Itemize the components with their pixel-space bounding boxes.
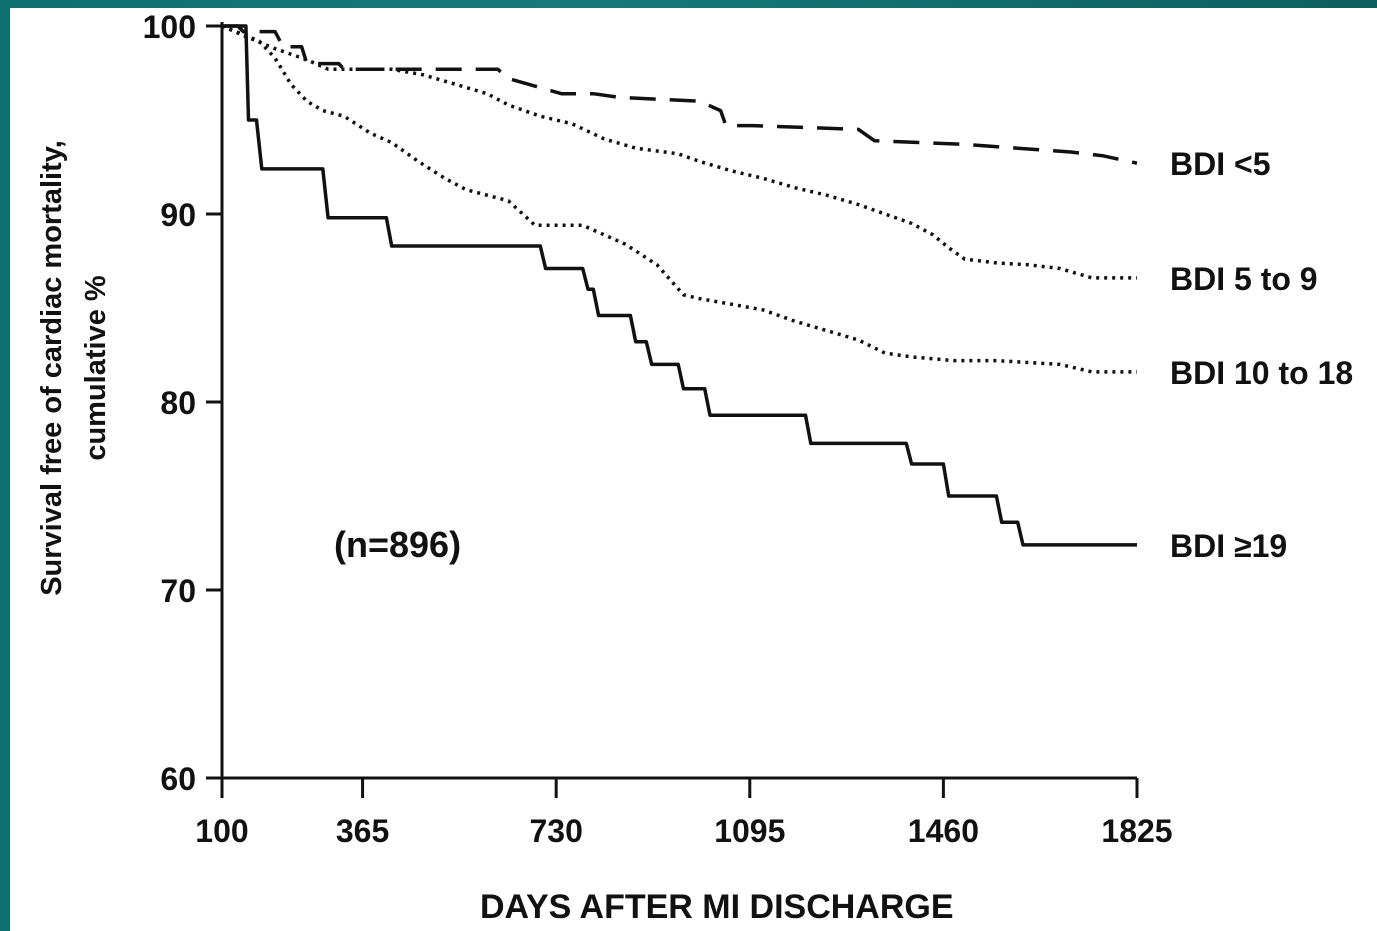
x-tick-label-1825: 1825	[1101, 813, 1172, 849]
x-tick-label-1095: 1095	[714, 813, 785, 849]
series-line-4	[222, 24, 1137, 547]
series-label-1: BDI <5	[1170, 146, 1270, 182]
x-axis-label: DAYS AFTER MI DISCHARGE	[480, 888, 954, 926]
sample-size-annotation: (n=896)	[334, 524, 462, 565]
y-tick-label-70: 70	[160, 573, 196, 609]
x-tick-label-1460: 1460	[908, 813, 979, 849]
x-tick-label-730: 730	[529, 813, 582, 849]
y-tick-label-90: 90	[160, 197, 196, 233]
x-tick-label-365: 365	[336, 813, 389, 849]
y-tick-label-100: 100	[143, 9, 196, 45]
series-label-2: BDI 5 to 9	[1170, 261, 1318, 297]
y-tick-label-60: 60	[160, 761, 196, 797]
y-tick-label-80: 80	[160, 385, 196, 421]
series-line-2	[221, 24, 1137, 280]
x-tick-label-100: 100	[195, 813, 248, 849]
series-line-1	[222, 24, 1138, 165]
series-label-3: BDI 10 to 18	[1170, 355, 1353, 391]
series-label-4: BDI ≥19	[1170, 528, 1287, 564]
series-line-3	[221, 24, 1137, 374]
